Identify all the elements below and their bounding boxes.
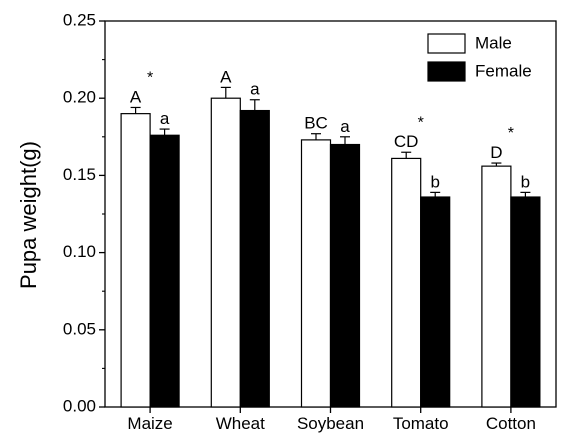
significance-asterisk: * <box>508 125 514 142</box>
bar-female <box>420 196 451 408</box>
y-tick-label: 0.05 <box>63 319 96 338</box>
significance-asterisk: * <box>147 70 153 87</box>
y-tick-label: 0.10 <box>63 242 96 261</box>
significance-letter: BC <box>304 114 328 133</box>
x-tick-label: Cotton <box>486 414 536 433</box>
y-tick-label: 0.00 <box>63 396 96 415</box>
legend-label: Male <box>475 33 512 52</box>
significance-letter: a <box>160 109 170 128</box>
bar-female <box>329 143 361 408</box>
y-tick-label: 0.15 <box>63 165 96 184</box>
legend-swatch <box>427 61 466 82</box>
y-axis-label: Pupa weight(g) <box>16 141 41 289</box>
bar-female <box>149 134 180 408</box>
x-tick-label: Wheat <box>216 414 265 433</box>
bar-male <box>120 113 151 408</box>
significance-letter: A <box>130 87 142 106</box>
y-tick-label: 0.20 <box>63 88 96 107</box>
significance-asterisk: * <box>418 114 424 131</box>
bar-male <box>391 157 422 408</box>
legend-label: Female <box>475 61 532 80</box>
x-tick-label: Tomato <box>393 414 449 433</box>
x-tick-label: Maize <box>127 414 172 433</box>
significance-letter: a <box>250 80 260 99</box>
significance-letter: CD <box>394 132 419 151</box>
y-tick-label: 0.25 <box>63 10 96 29</box>
bar-male <box>300 139 332 408</box>
significance-letter: A <box>220 67 232 86</box>
significance-letter: b <box>430 172 439 191</box>
legend-swatch <box>427 33 466 54</box>
bar-female <box>239 109 270 408</box>
bar-male <box>210 97 241 408</box>
significance-letter: D <box>490 143 502 162</box>
x-tick-label: Soybean <box>297 414 364 433</box>
plot-layer: 0.00 0.05 0.10 0.15 0.20 0.25 Maize Aa * Wheat Aa S… <box>63 10 557 433</box>
significance-letter: a <box>340 117 350 136</box>
bar-male <box>481 165 512 408</box>
bar-female <box>510 196 541 408</box>
significance-letter: b <box>521 172 530 191</box>
